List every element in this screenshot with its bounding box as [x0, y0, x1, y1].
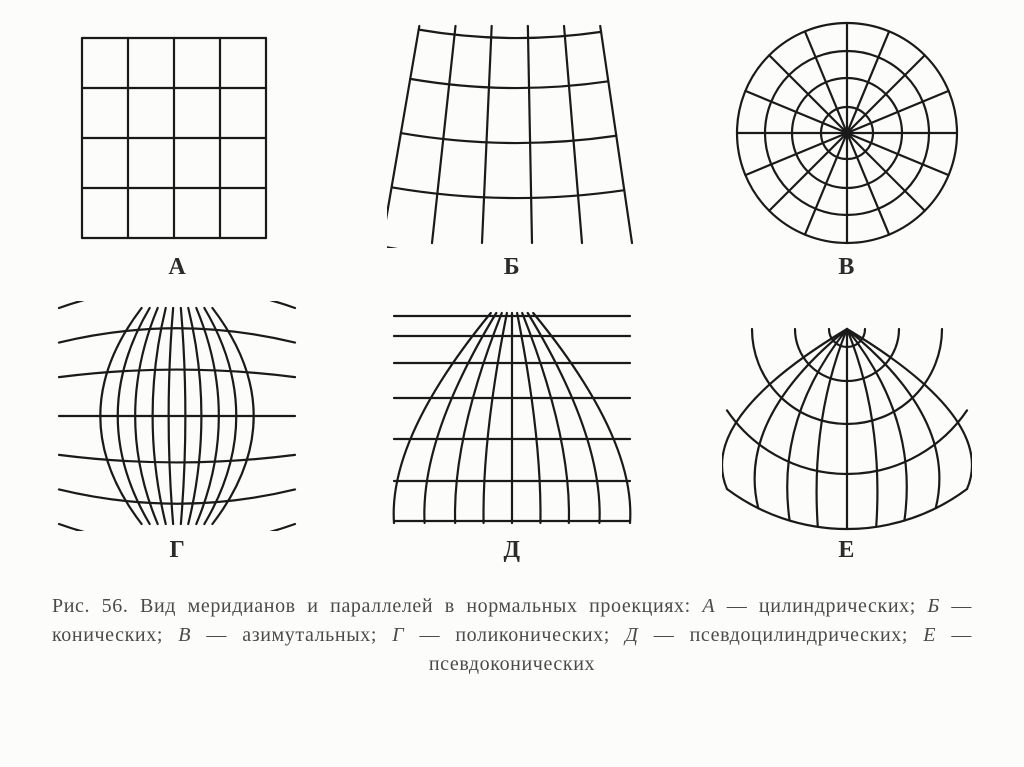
- panel-polyconic: [52, 301, 302, 531]
- panel-pseudoconic: [722, 301, 972, 531]
- panel-pseudocylindrical: [387, 301, 637, 531]
- figure-page: А Б В Г Д Е Рис. 56. Вид меридианов и па…: [0, 0, 1024, 767]
- label-D: Д: [503, 537, 520, 564]
- cell-E: Е: [722, 301, 972, 564]
- cell-B: Б: [387, 18, 637, 281]
- cell-D: Д: [387, 301, 637, 564]
- panel-cylindrical: [52, 18, 302, 248]
- panel-azimuthal: [722, 18, 972, 248]
- label-G: Г: [169, 537, 185, 564]
- cell-A: А: [52, 18, 302, 281]
- label-B: Б: [504, 254, 520, 281]
- panel-conic: [387, 18, 637, 248]
- cell-V: В: [722, 18, 972, 281]
- figure-caption: Рис. 56. Вид меридианов и параллелей в н…: [52, 592, 972, 679]
- cell-G: Г: [52, 301, 302, 564]
- panel-grid: А Б В Г Д Е: [40, 18, 984, 564]
- label-V: В: [838, 254, 855, 281]
- label-A: А: [168, 254, 186, 281]
- label-E: Е: [838, 537, 855, 564]
